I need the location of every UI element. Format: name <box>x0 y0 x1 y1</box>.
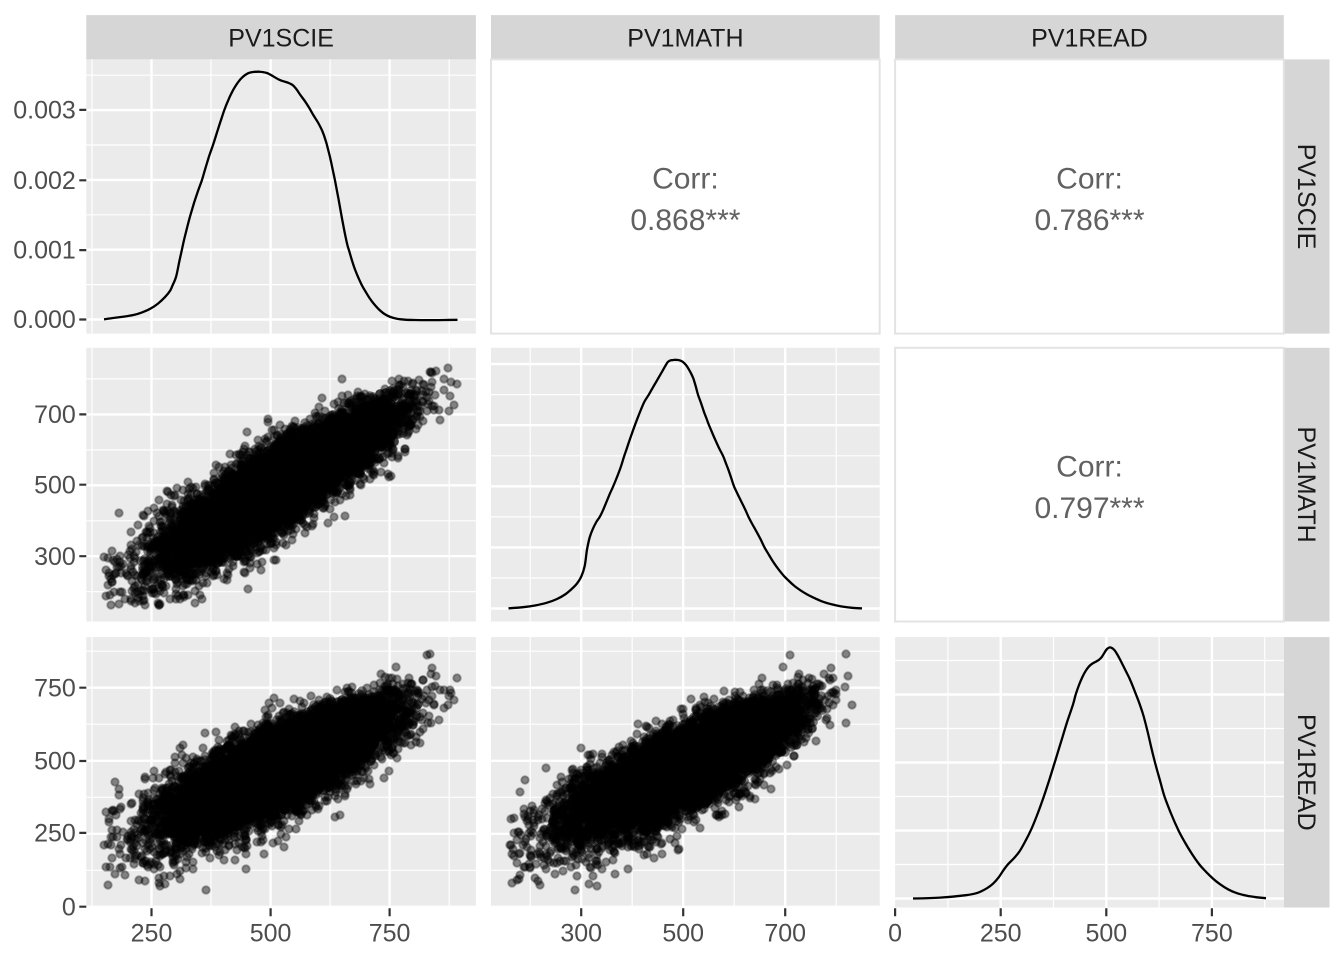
svg-text:0.797***: 0.797*** <box>1034 492 1144 525</box>
svg-text:750: 750 <box>34 674 76 702</box>
svg-text:750: 750 <box>369 919 411 947</box>
svg-text:PV1READ: PV1READ <box>1031 25 1148 53</box>
svg-text:250: 250 <box>980 919 1022 947</box>
svg-text:250: 250 <box>34 820 76 848</box>
svg-text:Corr:: Corr: <box>1056 451 1123 484</box>
svg-text:0: 0 <box>62 893 76 921</box>
svg-text:Corr:: Corr: <box>652 163 719 196</box>
svg-text:300: 300 <box>560 919 602 947</box>
svg-text:0.002: 0.002 <box>13 167 76 195</box>
svg-text:0.868***: 0.868*** <box>630 204 740 237</box>
svg-text:PV1SCIE: PV1SCIE <box>1292 144 1320 250</box>
svg-text:700: 700 <box>764 919 806 947</box>
svg-text:Corr:: Corr: <box>1056 163 1123 196</box>
svg-text:500: 500 <box>34 748 76 776</box>
svg-text:500: 500 <box>34 471 76 499</box>
svg-text:PV1READ: PV1READ <box>1292 714 1320 831</box>
svg-text:PV1MATH: PV1MATH <box>1292 426 1320 542</box>
svg-text:300: 300 <box>34 543 76 571</box>
svg-text:500: 500 <box>662 919 704 947</box>
svg-text:700: 700 <box>34 401 76 429</box>
svg-text:500: 500 <box>250 919 292 947</box>
svg-text:0.786***: 0.786*** <box>1034 204 1144 237</box>
svg-text:0.000: 0.000 <box>13 306 76 334</box>
svg-text:0.003: 0.003 <box>13 97 76 125</box>
svg-text:250: 250 <box>131 919 173 947</box>
svg-text:PV1MATH: PV1MATH <box>627 25 743 53</box>
svg-text:0: 0 <box>888 919 902 947</box>
svg-text:0.001: 0.001 <box>13 237 76 265</box>
svg-text:750: 750 <box>1191 919 1233 947</box>
svg-text:PV1SCIE: PV1SCIE <box>228 25 334 53</box>
svg-text:500: 500 <box>1085 919 1127 947</box>
